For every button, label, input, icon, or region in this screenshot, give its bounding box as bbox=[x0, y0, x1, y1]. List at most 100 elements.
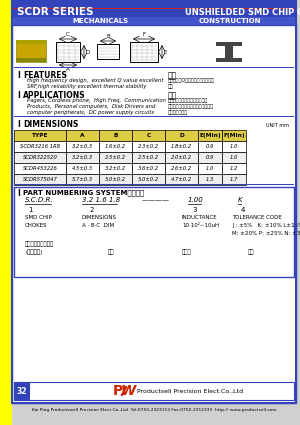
Bar bbox=[12, 8, 296, 9]
Text: S.C.D.R.: S.C.D.R. bbox=[25, 197, 54, 203]
Text: SCDR322520: SCDR322520 bbox=[22, 155, 57, 160]
Text: 2.5±0.2: 2.5±0.2 bbox=[105, 155, 126, 160]
Text: Productsell Precision Elect.Co.,Ltd: Productsell Precision Elect.Co.,Ltd bbox=[137, 388, 243, 394]
Bar bbox=[16, 40, 46, 44]
Text: 特点: 特点 bbox=[168, 71, 177, 80]
Text: Kai Ping Productswell Precision Elect.Co.,Ltd  Tel:0750-2323113 Fax:0750-2312333: Kai Ping Productswell Precision Elect.Co… bbox=[32, 408, 276, 412]
Bar bbox=[198, 130, 222, 141]
Text: 1.0: 1.0 bbox=[230, 155, 238, 160]
Bar bbox=[12, 25, 296, 403]
Text: APPLICATIONS: APPLICATIONS bbox=[23, 91, 86, 100]
Text: I: I bbox=[17, 120, 20, 129]
Text: 10·10²~10uH: 10·10²~10uH bbox=[182, 223, 219, 228]
Text: P: P bbox=[113, 384, 123, 398]
Bar bbox=[66, 163, 99, 174]
Text: SCDR3216 1R8: SCDR3216 1R8 bbox=[20, 144, 60, 149]
Text: SCDR575047: SCDR575047 bbox=[22, 177, 57, 182]
Text: 定性: 定性 bbox=[168, 84, 174, 89]
Bar bbox=[14, 116, 294, 117]
Text: SCDR SERIES: SCDR SERIES bbox=[17, 7, 94, 17]
Bar bbox=[97, 44, 119, 59]
Bar bbox=[14, 67, 294, 68]
Text: 2.3±0.2: 2.3±0.2 bbox=[138, 144, 159, 149]
Text: 1: 1 bbox=[28, 207, 32, 213]
Text: 1.3: 1.3 bbox=[206, 177, 214, 182]
Text: 3.2±0.2: 3.2±0.2 bbox=[105, 166, 126, 171]
Text: 32: 32 bbox=[17, 386, 27, 396]
Text: CONSTRUCTION: CONSTRUCTION bbox=[199, 18, 261, 24]
Text: A · B·C  DIM: A · B·C DIM bbox=[82, 223, 114, 228]
Bar bbox=[14, 187, 294, 277]
Bar bbox=[130, 42, 158, 62]
Text: 0.9: 0.9 bbox=[206, 155, 214, 160]
Text: M: ±20% P: ±25% N: ±30%: M: ±20% P: ±25% N: ±30% bbox=[232, 231, 300, 236]
Text: (带标记的): (带标记的) bbox=[25, 249, 42, 255]
Bar bbox=[99, 141, 132, 152]
Text: B: B bbox=[113, 133, 118, 138]
Bar bbox=[14, 184, 294, 185]
Bar bbox=[99, 130, 132, 141]
Bar bbox=[12, 17, 296, 25]
Text: Products,  Personal computers,  Disk Drivers and: Products, Personal computers, Disk Drive… bbox=[27, 104, 155, 109]
Text: 3: 3 bbox=[193, 207, 197, 213]
Text: 2.5±0.2: 2.5±0.2 bbox=[138, 155, 159, 160]
Text: 直流电源电路。: 直流电源电路。 bbox=[168, 110, 188, 115]
Bar bbox=[222, 163, 246, 174]
Bar bbox=[12, 0, 296, 17]
Bar bbox=[222, 141, 246, 152]
Bar bbox=[132, 152, 165, 163]
Bar bbox=[16, 40, 46, 62]
Text: 5.0±0.2: 5.0±0.2 bbox=[138, 177, 159, 182]
Text: SMD CHIP: SMD CHIP bbox=[25, 215, 52, 220]
Text: E: E bbox=[164, 49, 167, 54]
Bar bbox=[165, 130, 198, 141]
Bar bbox=[222, 174, 246, 185]
Text: 5.7±0.3: 5.7±0.3 bbox=[72, 177, 93, 182]
Bar bbox=[14, 382, 30, 400]
Bar bbox=[198, 141, 222, 152]
Text: 高频设计，Q小，高可靠性，高热稳: 高频设计，Q小，高可靠性，高热稳 bbox=[168, 78, 215, 83]
Text: J : ±5%   K: ±10% L±15%: J : ±5% K: ±10% L±15% bbox=[232, 223, 300, 228]
Bar bbox=[216, 58, 242, 62]
Text: SRF,high reliability excellent thermal stability: SRF,high reliability excellent thermal s… bbox=[27, 84, 146, 89]
Bar bbox=[198, 152, 222, 163]
Bar bbox=[222, 152, 246, 163]
Text: TOLERANCE CODE: TOLERANCE CODE bbox=[232, 215, 282, 220]
Bar bbox=[99, 152, 132, 163]
Text: INDUCTANCE: INDUCTANCE bbox=[182, 215, 218, 220]
Bar bbox=[66, 174, 99, 185]
Bar bbox=[14, 163, 66, 174]
Text: F(Min): F(Min) bbox=[223, 133, 245, 138]
Text: MECHANICALS: MECHANICALS bbox=[72, 18, 128, 24]
Text: F: F bbox=[142, 32, 146, 37]
Bar bbox=[132, 163, 165, 174]
Text: 1.0: 1.0 bbox=[230, 144, 238, 149]
Bar bbox=[216, 42, 242, 46]
Text: Pagers, Cordless phone,  High Freq,  Communication: Pagers, Cordless phone, High Freq, Commu… bbox=[27, 98, 166, 103]
Text: DIMENSIONS: DIMENSIONS bbox=[23, 120, 78, 129]
Text: 公差: 公差 bbox=[248, 249, 254, 255]
Bar bbox=[132, 141, 165, 152]
Text: 1.00: 1.00 bbox=[188, 197, 204, 203]
Bar bbox=[165, 141, 198, 152]
Text: FEATURES: FEATURES bbox=[23, 71, 67, 80]
Text: I: I bbox=[17, 189, 20, 198]
Text: 电感值: 电感值 bbox=[182, 249, 192, 255]
Text: 用途: 用途 bbox=[168, 91, 177, 100]
Bar bbox=[198, 174, 222, 185]
Text: DIMENSIONS: DIMENSIONS bbox=[82, 215, 117, 220]
Text: ————: ———— bbox=[142, 197, 170, 203]
Text: 个人电脑、磁道驱动器及电脑外设，: 个人电脑、磁道驱动器及电脑外设， bbox=[168, 104, 214, 109]
Text: SCDR453226: SCDR453226 bbox=[22, 166, 57, 171]
Text: High frequency design,  excellent Q value excellent: High frequency design, excellent Q value… bbox=[27, 78, 164, 83]
Bar bbox=[165, 163, 198, 174]
Text: PART NUMBERING SYSTEM品名规定: PART NUMBERING SYSTEM品名规定 bbox=[23, 189, 144, 196]
Bar bbox=[225, 46, 233, 58]
Text: 2.0±0.2: 2.0±0.2 bbox=[171, 155, 192, 160]
Text: C: C bbox=[146, 133, 151, 138]
Bar bbox=[66, 152, 99, 163]
Text: UNIT mm: UNIT mm bbox=[266, 123, 289, 128]
Bar bbox=[99, 174, 132, 185]
Text: 2.6±0.2: 2.6±0.2 bbox=[171, 166, 192, 171]
Bar bbox=[14, 130, 66, 141]
